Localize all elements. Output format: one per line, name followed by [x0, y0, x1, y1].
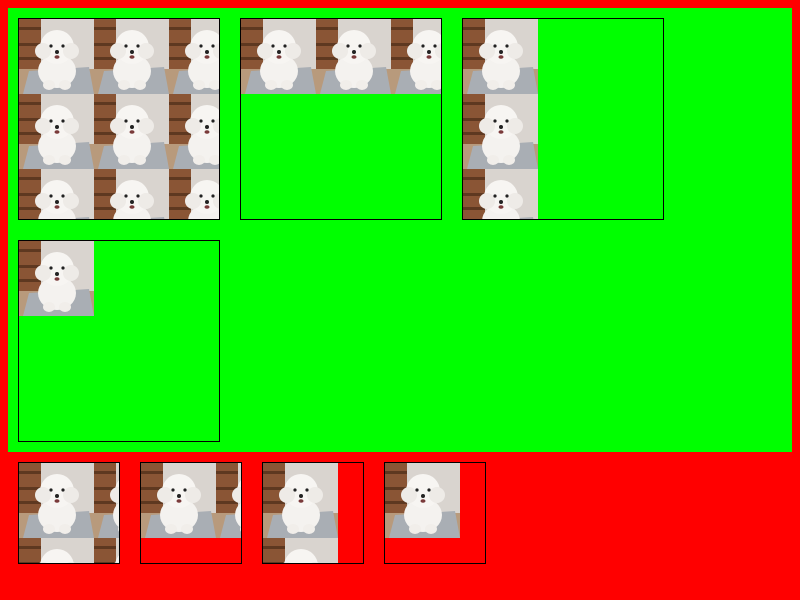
small-box-no-repeat — [385, 463, 460, 538]
box-repeat-x — [241, 19, 441, 94]
box-border — [262, 462, 364, 564]
small-box-repeat-y — [263, 463, 338, 563]
box-border — [384, 462, 486, 564]
box-border — [18, 240, 220, 442]
small-box-repeat — [19, 463, 119, 563]
box-border — [462, 18, 664, 220]
box-border — [18, 18, 220, 220]
box-border — [140, 462, 242, 564]
box-border — [240, 18, 442, 220]
box-no-repeat — [19, 241, 94, 316]
box-border — [18, 462, 120, 564]
box-repeat — [19, 19, 219, 219]
box-repeat-y — [463, 19, 538, 219]
small-box-repeat-x — [141, 463, 241, 538]
